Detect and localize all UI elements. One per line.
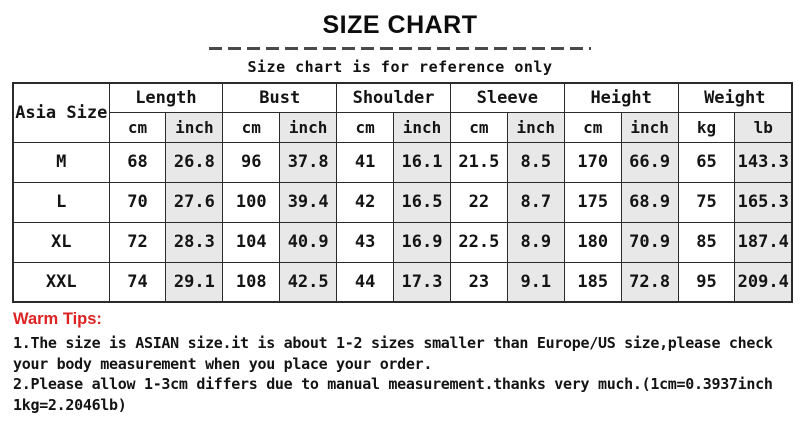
value-cell: 17.3 bbox=[393, 261, 451, 303]
value-cell: 187.4 bbox=[734, 221, 793, 263]
value-cell: 104 bbox=[222, 221, 281, 263]
size-cell: XXL bbox=[12, 261, 110, 303]
size-table-header: Asia Size Length Bust Shoulder Sleeve Height W… bbox=[12, 82, 793, 143]
size-cell: XL bbox=[12, 221, 110, 263]
value-cell: 22.5 bbox=[449, 221, 508, 263]
value-cell: 66.9 bbox=[620, 141, 679, 183]
value-cell: 70 bbox=[108, 181, 167, 223]
value-cell: 75 bbox=[677, 181, 736, 223]
size-cell: L bbox=[12, 181, 110, 223]
unit-header-cell: cm bbox=[336, 111, 395, 143]
warm-tips-heading: Warm Tips: bbox=[13, 310, 102, 328]
value-cell: 40.9 bbox=[279, 221, 338, 263]
value-cell: 108 bbox=[222, 261, 281, 303]
table-row-m: M 68 26.8 96 37.8 41 16.1 21.5 8.5 170 66.9 65 143.3 bbox=[12, 141, 793, 183]
value-cell: 209.4 bbox=[734, 261, 793, 303]
value-cell: 165.3 bbox=[734, 181, 793, 223]
value-cell: 180 bbox=[563, 221, 622, 263]
value-cell: 16.1 bbox=[393, 141, 451, 183]
tip-line: 1kg=2.2046lb) bbox=[13, 395, 127, 414]
group-header-height: Height bbox=[563, 82, 679, 113]
value-cell: 16.5 bbox=[393, 181, 451, 223]
warm-tips-section: Warm Tips: 1.The size is ASIAN size.it i… bbox=[13, 310, 800, 415]
group-header-length: Length bbox=[108, 82, 224, 113]
value-cell: 28.3 bbox=[165, 221, 224, 263]
unit-header-cell: cm bbox=[108, 111, 167, 143]
value-cell: 68.9 bbox=[620, 181, 679, 223]
unit-header-cell: inch bbox=[620, 111, 679, 143]
value-cell: 42 bbox=[336, 181, 395, 223]
tip-line: 2.Please allow 1-3cm differs due to manu… bbox=[13, 375, 773, 393]
group-header-weight: Weight bbox=[677, 82, 793, 113]
value-cell: 23 bbox=[449, 261, 508, 303]
value-cell: 185 bbox=[563, 261, 622, 303]
table-row-xxl: XXL 74 29.1 108 42.5 44 17.3 23 9.1 185 72.8 95 209.… bbox=[12, 261, 793, 303]
value-cell: 65 bbox=[677, 141, 736, 183]
unit-header-cell: lb bbox=[734, 111, 793, 143]
page-title: SIZE CHART bbox=[322, 11, 478, 39]
table-row-l: L 70 27.6 100 39.4 42 16.5 22 8.7 175 68.9 75 165.3 bbox=[12, 181, 793, 223]
unit-header-cell: inch bbox=[165, 111, 224, 143]
value-cell: 8.7 bbox=[506, 181, 565, 223]
unit-header-cell: inch bbox=[506, 111, 565, 143]
value-cell: 42.5 bbox=[279, 261, 338, 303]
size-cell: M bbox=[12, 141, 110, 183]
unit-header-cell: kg bbox=[677, 111, 736, 143]
value-cell: 96 bbox=[222, 141, 281, 183]
value-cell: 16.9 bbox=[393, 221, 451, 263]
value-cell: 21.5 bbox=[449, 141, 508, 183]
group-header-bust: Bust bbox=[222, 82, 338, 113]
value-cell: 27.6 bbox=[165, 181, 224, 223]
value-cell: 85 bbox=[677, 221, 736, 263]
value-cell: 39.4 bbox=[279, 181, 338, 223]
size-table: Asia Size Length Bust Shoulder Sleeve Height W… bbox=[12, 82, 793, 303]
value-cell: 41 bbox=[336, 141, 395, 183]
table-row-xl: XL 72 28.3 104 40.9 43 16.9 22.5 8.9 180 70.9 85 187… bbox=[12, 221, 793, 263]
unit-header-cell: inch bbox=[393, 111, 451, 143]
value-cell: 9.1 bbox=[506, 261, 565, 303]
group-header-sleeve: Sleeve bbox=[449, 82, 565, 113]
unit-header-cell: inch bbox=[279, 111, 338, 143]
value-cell: 26.8 bbox=[165, 141, 224, 183]
value-cell: 70.9 bbox=[620, 221, 679, 263]
unit-header-cell: cm bbox=[563, 111, 622, 143]
value-cell: 74 bbox=[108, 261, 167, 303]
unit-header-cell: cm bbox=[222, 111, 281, 143]
value-cell: 100 bbox=[222, 181, 281, 223]
value-cell: 175 bbox=[563, 181, 622, 223]
value-cell: 68 bbox=[108, 141, 167, 183]
value-cell: 43 bbox=[336, 221, 395, 263]
tip-line: 1.The size is ASIAN size.it is about 1-2… bbox=[13, 334, 773, 352]
tip-line: your body measurement when you place you… bbox=[13, 354, 433, 373]
value-cell: 170 bbox=[563, 141, 622, 183]
group-header-shoulder: Shoulder bbox=[336, 82, 451, 113]
subtitle: Size chart is for reference only bbox=[247, 58, 553, 76]
value-cell: 44 bbox=[336, 261, 395, 303]
size-table-body: M 68 26.8 96 37.8 41 16.1 21.5 8.5 170 66.9 65 143.3… bbox=[12, 141, 793, 303]
value-cell: 37.8 bbox=[279, 141, 338, 183]
unit-header-cell: cm bbox=[449, 111, 508, 143]
title-dashed-divider bbox=[209, 47, 591, 50]
corner-cell: Asia Size bbox=[12, 82, 110, 143]
value-cell: 72.8 bbox=[620, 261, 679, 303]
value-cell: 72 bbox=[108, 221, 167, 263]
value-cell: 8.9 bbox=[506, 221, 565, 263]
value-cell: 95 bbox=[677, 261, 736, 303]
value-cell: 22 bbox=[449, 181, 508, 223]
value-cell: 143.3 bbox=[734, 141, 793, 183]
value-cell: 8.5 bbox=[506, 141, 565, 183]
value-cell: 29.1 bbox=[165, 261, 224, 303]
